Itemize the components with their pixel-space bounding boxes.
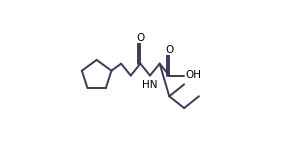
Text: HN: HN: [142, 80, 158, 90]
Text: O: O: [136, 33, 145, 43]
Text: O: O: [165, 45, 173, 55]
Text: OH: OH: [186, 71, 201, 80]
